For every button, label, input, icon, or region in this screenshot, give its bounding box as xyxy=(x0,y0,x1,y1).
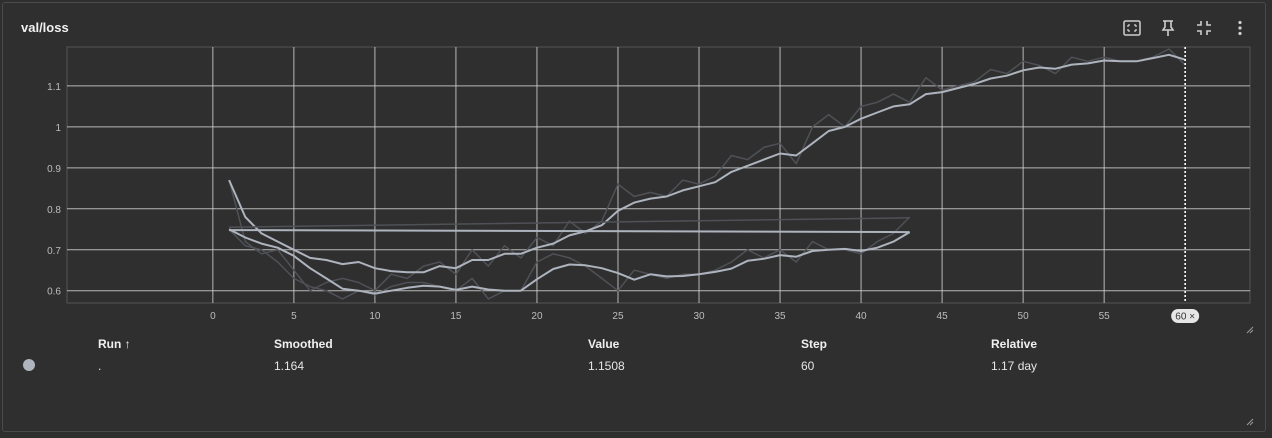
y-tick-label: 0.7 xyxy=(47,246,61,257)
card-toolbar xyxy=(1119,16,1253,40)
col-header-smoothed: Smoothed xyxy=(274,337,333,351)
series-line-raw xyxy=(229,217,910,228)
x-tick-label: 25 xyxy=(612,311,624,322)
pin-button[interactable] xyxy=(1155,16,1181,40)
line-chart[interactable]: 0 5 10 15 20 25 30 35 40 45 50 55 0.6 0.7 0.8 0.9 1 1.1 60… xyxy=(3,3,1265,333)
x-tick-label: 30 xyxy=(693,311,705,322)
series-line-smoothed xyxy=(229,229,910,234)
fit-domain-icon xyxy=(1123,20,1141,36)
col-header-run[interactable]: Run ↑ xyxy=(98,337,131,351)
cell-step: 60 xyxy=(801,359,815,373)
fit-domain-button[interactable] xyxy=(1119,16,1145,40)
x-tick-label: 40 xyxy=(856,311,868,322)
x-tick-label: 0 xyxy=(210,311,216,322)
y-tick-label: 0.9 xyxy=(47,164,61,175)
step-cursor-chip[interactable] xyxy=(1171,309,1200,323)
col-header-relative: Relative xyxy=(991,337,1038,351)
series-line-smoothed xyxy=(228,53,1186,274)
table-resize-handle[interactable] xyxy=(1246,413,1254,426)
series-line-raw xyxy=(228,216,911,300)
x-tick-label: 20 xyxy=(531,311,543,322)
pin-icon xyxy=(1161,20,1175,36)
y-tick-label: 0.8 xyxy=(47,205,61,216)
cell-run: . xyxy=(98,359,102,373)
resize-grip-icon xyxy=(1246,326,1254,334)
x-tick-label: 45 xyxy=(937,311,949,322)
cell-smoothed: 1.164 xyxy=(274,359,305,373)
x-tick-label: 10 xyxy=(369,311,381,322)
col-header-step: Step xyxy=(801,337,828,351)
series-line-smoothed xyxy=(228,228,911,295)
resize-grip-icon xyxy=(1246,418,1254,426)
x-tick-label: 5 xyxy=(291,311,297,322)
card-title: val/loss xyxy=(21,20,69,35)
step-cursor-label[interactable]: 60 × xyxy=(1175,312,1195,323)
cell-value: 1.1508 xyxy=(588,359,625,373)
run-color-dot[interactable] xyxy=(23,359,35,371)
x-tick-label: 50 xyxy=(1018,311,1030,322)
x-tick-label: 35 xyxy=(774,311,786,322)
cell-relative: 1.17 day xyxy=(991,359,1038,373)
more-options-button[interactable] xyxy=(1227,16,1253,40)
collapse-icon xyxy=(1197,21,1211,35)
chart-resize-handle[interactable] xyxy=(1246,321,1254,334)
more-vert-icon xyxy=(1238,20,1242,36)
plot-area xyxy=(66,46,1251,304)
y-tick-label: 1.1 xyxy=(47,82,61,93)
series-line-raw xyxy=(228,48,1186,292)
y-tick-label: 0.6 xyxy=(47,287,61,298)
collapse-button[interactable] xyxy=(1191,16,1217,40)
y-tick-label: 1 xyxy=(55,123,61,134)
scalar-card: val/loss 0 5 10 15 20 25 30 35 40 45 50 55 xyxy=(2,2,1266,432)
x-tick-label: 15 xyxy=(450,311,462,322)
col-header-value: Value xyxy=(588,337,620,351)
x-tick-label: 55 xyxy=(1099,311,1111,322)
